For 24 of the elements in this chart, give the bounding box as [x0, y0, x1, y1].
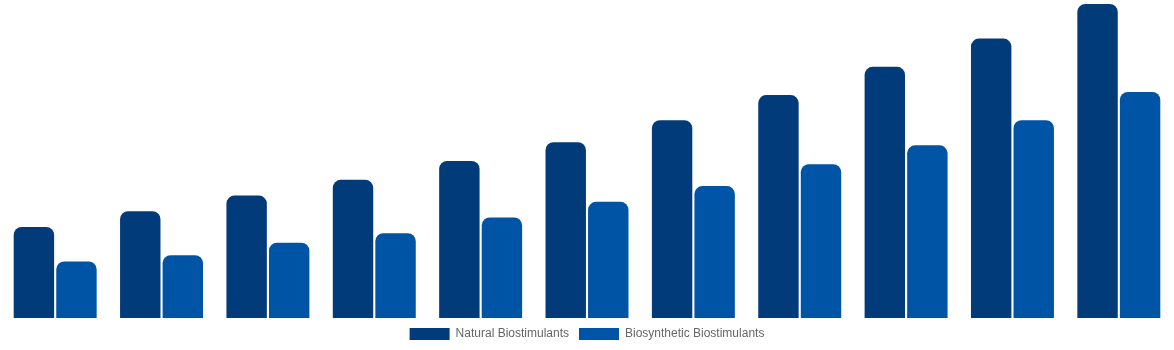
- bar: [758, 95, 799, 318]
- bar: [56, 261, 97, 318]
- bar: [120, 211, 161, 318]
- bar: [162, 255, 204, 318]
- bar: [588, 201, 629, 318]
- bar: [439, 161, 480, 318]
- bar: [651, 120, 693, 318]
- bar: [907, 145, 948, 318]
- bar: [375, 233, 416, 318]
- bar: [332, 179, 374, 318]
- bar: [694, 186, 735, 318]
- bar: [1077, 4, 1118, 318]
- bar: [481, 217, 523, 318]
- bar: [545, 142, 586, 318]
- bar: [1119, 91, 1161, 318]
- legend-label: Natural Biostimulants: [455, 326, 569, 341]
- bar: [864, 66, 906, 318]
- legend-label: Biosynthetic Biostimulants: [624, 326, 765, 341]
- bar: [13, 226, 55, 318]
- bar: [226, 195, 267, 318]
- bar: [800, 164, 842, 318]
- bar: [1013, 120, 1054, 318]
- bar: [268, 242, 310, 318]
- bar: [970, 38, 1012, 318]
